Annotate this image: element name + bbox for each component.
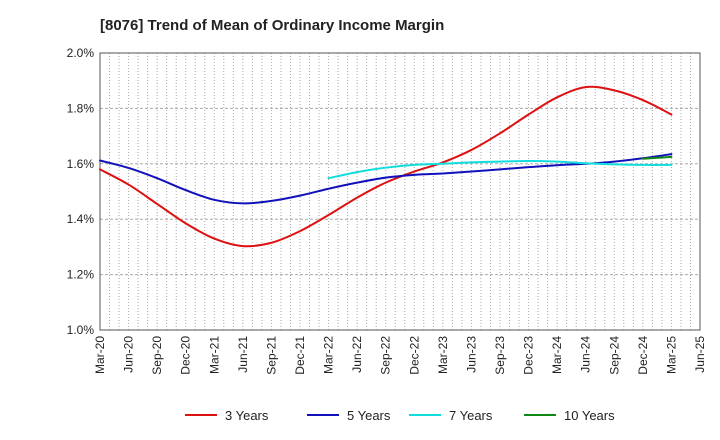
y-tick-label: 1.4% bbox=[67, 212, 95, 226]
series-line-10-years bbox=[641, 155, 673, 160]
y-tick-label: 1.2% bbox=[67, 268, 95, 282]
x-tick-label: Jun-21 bbox=[236, 336, 250, 373]
x-tick-label: Jun-22 bbox=[350, 336, 364, 373]
x-tick-label: Sep-24 bbox=[607, 336, 621, 375]
x-tick-label: Mar-20 bbox=[93, 336, 107, 374]
plot-frame bbox=[99, 52, 701, 331]
x-tick-label: Sep-21 bbox=[264, 336, 278, 375]
legend-label: 7 Years bbox=[449, 408, 493, 423]
y-tick-label: 1.8% bbox=[67, 101, 95, 115]
x-tick-label: Mar-25 bbox=[664, 336, 678, 374]
x-tick-label: Mar-24 bbox=[550, 336, 564, 374]
x-tick-label: Jun-20 bbox=[122, 336, 136, 373]
series-lines bbox=[99, 85, 673, 248]
x-tick-label: Dec-22 bbox=[407, 336, 421, 375]
y-tick-label: 1.6% bbox=[67, 157, 95, 171]
legend: 3 Years 5 Years 7 Years 10 Years bbox=[185, 408, 615, 423]
series-line-5-years bbox=[99, 153, 673, 205]
x-tick-label: Dec-24 bbox=[636, 336, 650, 375]
y-tick-label: 2.0% bbox=[67, 46, 95, 60]
series-line-7-years bbox=[327, 160, 673, 180]
legend-label: 3 Years bbox=[225, 408, 269, 423]
x-tick-label: Jun-25 bbox=[693, 336, 707, 373]
x-tick-label: Mar-21 bbox=[207, 336, 221, 374]
x-tick-label: Mar-23 bbox=[436, 336, 450, 374]
x-tick-label: Jun-24 bbox=[579, 336, 593, 373]
x-tick-label: Jun-23 bbox=[464, 336, 478, 373]
legend-label: 10 Years bbox=[564, 408, 615, 423]
grid bbox=[100, 53, 700, 330]
legend-label: 5 Years bbox=[347, 408, 391, 423]
x-tick-label: Sep-22 bbox=[379, 336, 393, 375]
x-tick-label: Dec-21 bbox=[293, 336, 307, 375]
x-tick-label: Dec-23 bbox=[522, 336, 536, 375]
x-axis-ticks: Mar-20 Jun-20 Sep-20 Dec-20 Mar-21 Jun-21 Sep-… bbox=[93, 336, 707, 375]
series-line-3-years bbox=[99, 85, 673, 248]
x-tick-label: Dec-20 bbox=[179, 336, 193, 375]
chart-title: [8076] Trend of Mean of Ordinary Income … bbox=[100, 17, 444, 34]
y-axis-ticks: 1.0% 1.2% 1.4% 1.6% 1.8% 2.0% bbox=[67, 46, 95, 337]
x-tick-label: Sep-20 bbox=[150, 336, 164, 375]
x-tick-label: Mar-22 bbox=[322, 336, 336, 374]
x-tick-label: Sep-23 bbox=[493, 336, 507, 375]
y-tick-label: 1.0% bbox=[67, 323, 95, 337]
